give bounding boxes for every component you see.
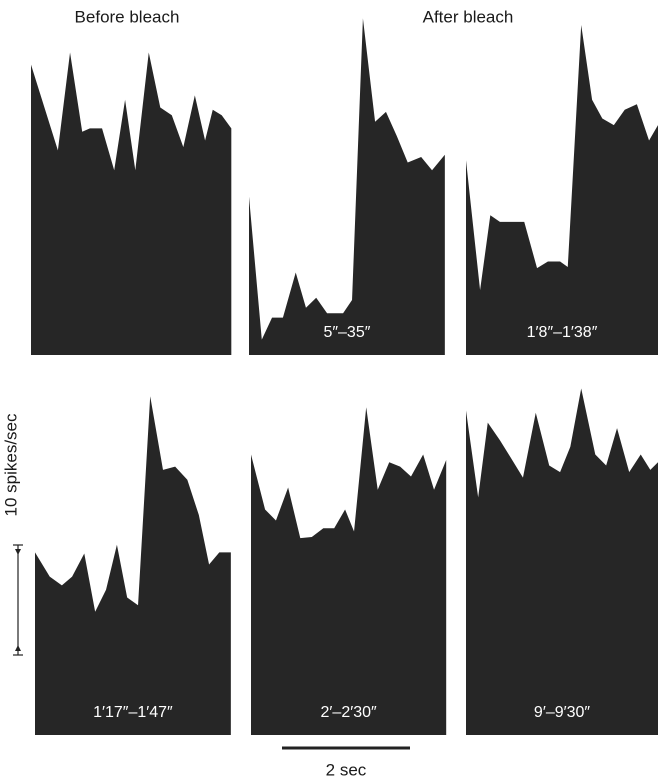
panel-label: 1′17″–1′47″ (93, 704, 173, 721)
rate-histogram (251, 407, 447, 735)
rate-histogram (249, 18, 445, 356)
rate-histogram (31, 52, 232, 355)
rate-histogram (35, 396, 231, 735)
scale-arrow (15, 549, 21, 555)
scale-arrow (15, 645, 21, 651)
heading: Before bleach (75, 7, 180, 26)
panel-label: 2′–2′30″ (321, 704, 377, 721)
heading: After bleach (423, 7, 514, 26)
scale-label-y: 10 spikes/sec (1, 413, 20, 516)
panel-label: 9′–9′30″ (534, 704, 590, 721)
rate-histogram (466, 25, 658, 355)
scale-label-x: 2 sec (326, 760, 367, 779)
panel-label: 1′8″–1′38″ (527, 324, 598, 341)
panel-label: 5″–35″ (323, 324, 370, 341)
rate-histogram (466, 388, 658, 735)
